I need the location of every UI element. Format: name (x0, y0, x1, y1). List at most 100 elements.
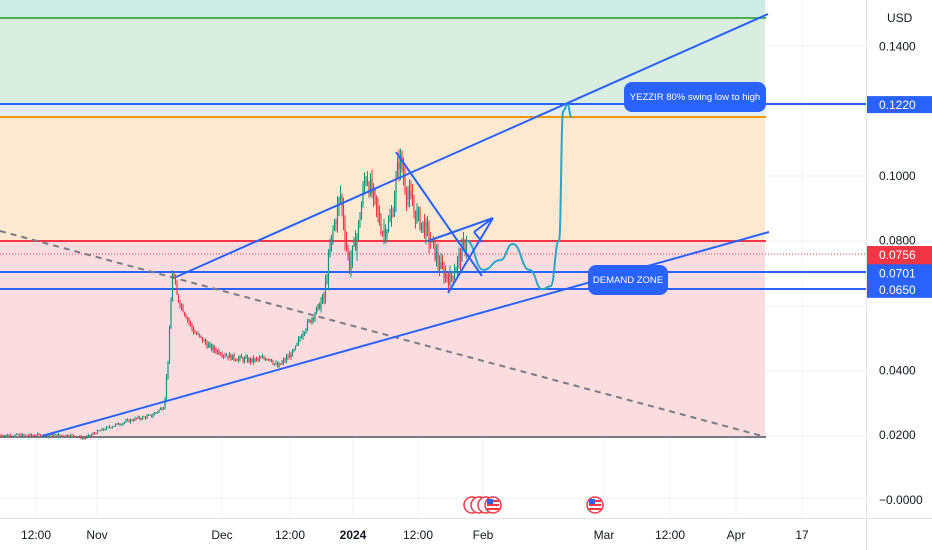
candle-body (368, 184, 370, 195)
triangle-pattern[interactable] (395, 151, 494, 294)
candle-body (440, 262, 442, 269)
candle-body (383, 229, 385, 234)
time-axis[interactable]: 12:00 Nov Dec 12:00 2024 12:00 Feb Mar 12:00 Apr 1… (21, 528, 809, 542)
candle-body (99, 430, 102, 432)
candle-body (57, 434, 60, 437)
candle-body (276, 363, 279, 367)
candle-body (222, 355, 225, 357)
candle-body (209, 344, 211, 346)
time-tick-label: 2024 (340, 528, 367, 542)
candle-body (312, 318, 315, 319)
candle-body (287, 357, 289, 358)
event-flags[interactable] (463, 496, 604, 514)
candle-body (186, 318, 189, 320)
candle-body (17, 433, 19, 436)
candle-body (294, 345, 297, 350)
candle-body (317, 304, 319, 308)
candle-body (387, 221, 390, 231)
candle-body (372, 189, 375, 195)
candle-body (381, 233, 384, 234)
candle-body (225, 355, 228, 357)
candle-body (422, 221, 424, 223)
candle-body (23, 434, 25, 435)
candle-body (357, 221, 360, 237)
price-pane[interactable]: YEZZIR 80% swing low to high DEMAND ZONE (0, 0, 866, 518)
candle-body (351, 245, 354, 260)
time-tick-label: 12:00 (275, 528, 305, 542)
price-badge-label: 0.0701 (879, 266, 916, 280)
projected-path[interactable] (466, 103, 573, 291)
candle-body (89, 435, 91, 436)
candle-body (395, 177, 397, 200)
candle-body (9, 435, 12, 437)
candle-body (336, 205, 339, 224)
candle-body (314, 313, 316, 319)
candle-body (264, 358, 267, 361)
candle-body (197, 333, 199, 335)
candle-body (393, 199, 396, 216)
candle-body (270, 359, 273, 362)
candle-body (0, 435, 3, 437)
candle-body (56, 434, 58, 437)
candle-body (245, 357, 247, 358)
candle-body (207, 344, 210, 348)
candle-body (104, 429, 106, 431)
candle-body (359, 219, 361, 222)
candle-body (420, 222, 423, 230)
candle-body (149, 414, 151, 416)
us-flag-event-icon[interactable] (586, 496, 604, 514)
candle-body (386, 230, 388, 238)
candle-body (288, 354, 291, 358)
badge-0.0650[interactable]: 0.0650 (867, 280, 932, 298)
candle-body (32, 435, 34, 436)
candle-body (174, 277, 177, 284)
price-axis[interactable]: USD 0.1400 0.1000 0.0800 0.0400 0.0200 −0.000… (867, 11, 932, 507)
candle-body (254, 358, 256, 362)
candle-body (180, 305, 183, 307)
candle-body (384, 229, 387, 238)
candle-body (267, 359, 270, 361)
badge-0.0701[interactable]: 0.0701 (867, 264, 932, 282)
candle-body (6, 434, 9, 436)
candle-body (179, 301, 181, 307)
candle-body (309, 320, 312, 323)
candle-body (458, 253, 460, 259)
demand-zone-callout[interactable]: DEMAND ZONE (588, 265, 668, 295)
zone-top-teal (0, 0, 765, 18)
candle-body (155, 412, 157, 414)
candle-body (62, 435, 64, 437)
candle-body (110, 427, 112, 429)
us-flag-event-icon[interactable] (463, 496, 502, 514)
candle-body (87, 435, 90, 437)
badge-0.1220[interactable]: 0.1220 (867, 96, 932, 114)
candle-body (102, 428, 105, 430)
time-tick-label: 17 (795, 528, 809, 542)
candle-body (354, 238, 357, 251)
candle-body (66, 434, 69, 437)
dashed-downtrend-line[interactable] (0, 230, 767, 438)
candle-body (86, 436, 88, 439)
price-tick-label: 0.0200 (879, 428, 916, 442)
time-tick-label: Mar (594, 528, 615, 542)
target-note-callout[interactable]: YEZZIR 80% swing low to high (624, 82, 766, 112)
candle-body (191, 323, 193, 329)
candle-body (131, 419, 133, 421)
currency-label[interactable]: USD (887, 11, 913, 25)
candle-body (171, 273, 174, 302)
candle-body (431, 238, 433, 243)
candle-body (140, 418, 142, 420)
candle-body (129, 419, 132, 423)
candle-body (320, 302, 322, 310)
candle-body (80, 436, 82, 439)
candle-body (279, 363, 282, 365)
candle-body (446, 273, 448, 279)
price-tick-label: 0.1000 (879, 169, 916, 183)
candle-body (81, 437, 84, 439)
candle-body (269, 359, 271, 361)
candle-body (296, 343, 298, 346)
candle-body (378, 211, 381, 224)
candle-body (413, 206, 415, 211)
channel-upper-trendline[interactable] (175, 13, 769, 278)
candle-body (165, 376, 168, 398)
